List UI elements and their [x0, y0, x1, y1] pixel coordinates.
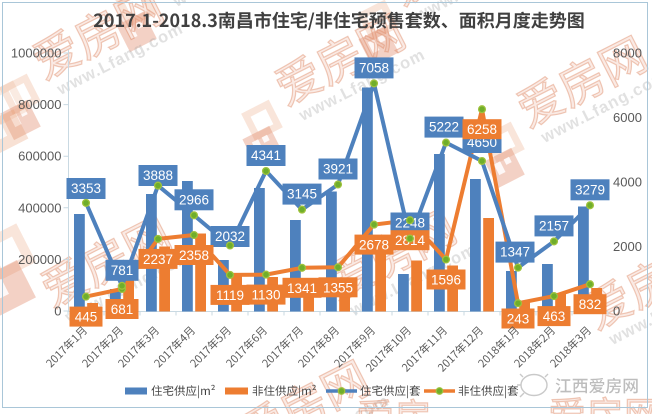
svg-text:4000: 4000 [613, 175, 642, 190]
svg-text:445: 445 [75, 310, 98, 325]
svg-text:1347: 1347 [500, 245, 530, 260]
svg-text:681: 681 [111, 302, 134, 317]
svg-text:800000: 800000 [18, 97, 61, 112]
svg-text:2000: 2000 [613, 239, 642, 254]
svg-text:2157: 2157 [539, 218, 569, 233]
svg-text:243: 243 [507, 312, 530, 327]
svg-text:832: 832 [579, 297, 602, 312]
svg-text:7058: 7058 [359, 60, 389, 75]
svg-text:5222: 5222 [429, 120, 459, 135]
svg-text:6000: 6000 [613, 110, 642, 125]
svg-text:200000: 200000 [18, 252, 61, 267]
svg-text:3145: 3145 [287, 187, 317, 202]
svg-text:400000: 400000 [18, 200, 61, 215]
svg-text:2358: 2358 [179, 248, 209, 263]
svg-text:781: 781 [111, 263, 134, 278]
svg-text:1341: 1341 [287, 281, 317, 296]
svg-text:1130: 1130 [251, 288, 280, 303]
svg-text:463: 463 [543, 309, 566, 324]
svg-text:4341: 4341 [251, 148, 281, 163]
svg-text:2966: 2966 [179, 192, 209, 207]
svg-text:2678: 2678 [359, 238, 389, 253]
svg-text:0: 0 [54, 304, 61, 319]
svg-text:3353: 3353 [71, 181, 101, 196]
svg-text:6258: 6258 [467, 122, 497, 137]
svg-text:1000000: 1000000 [11, 46, 62, 61]
svg-text:2237: 2237 [143, 252, 173, 267]
svg-text:3279: 3279 [575, 182, 605, 197]
svg-text:0: 0 [613, 304, 620, 319]
svg-text:1355: 1355 [323, 280, 353, 295]
svg-text:1119: 1119 [216, 288, 244, 303]
svg-text:600000: 600000 [18, 149, 61, 164]
svg-text:2032: 2032 [215, 229, 245, 244]
svg-text:3921: 3921 [323, 162, 353, 177]
svg-text:1596: 1596 [431, 273, 461, 288]
svg-text:8000: 8000 [613, 46, 642, 61]
svg-text:3888: 3888 [143, 168, 173, 183]
